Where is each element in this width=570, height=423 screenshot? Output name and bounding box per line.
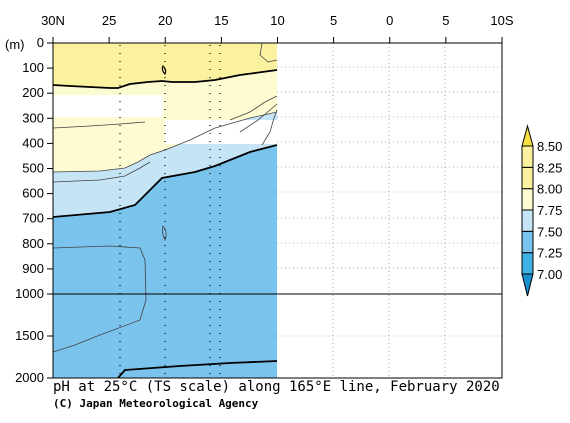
y-tick-label: 700 (22, 211, 44, 226)
contour-line (229, 95, 278, 121)
contour-line (259, 43, 278, 63)
colorbar-cap-bottom (521, 273, 534, 297)
contour-line (239, 103, 278, 133)
chart-title: pH at 25°C (TS scale) along 165°E line, … (53, 379, 500, 395)
grid-lines (277, 43, 502, 378)
colorbar-swatch (521, 166, 534, 190)
contour-line (53, 69, 278, 89)
colorbar-label: 7.25 (537, 246, 562, 261)
x-tick-label: 5 (442, 13, 449, 28)
colorbar-label: 7.75 (537, 203, 562, 218)
y-tick-label: 1500 (15, 328, 44, 343)
data-gap-upper (53, 95, 163, 117)
y-axis-unit-label: (m) (5, 37, 25, 52)
y-tick-label: 300 (22, 110, 44, 125)
x-ticks: 30N 25 20 15 10 5 0 5 10S (41, 13, 514, 43)
contour-line (161, 64, 167, 76)
y-ticks: 0 100 200 300 400 500 600 700 800 900 1000 1500 2000 (15, 35, 53, 385)
contour-line (261, 109, 278, 146)
chart-credit: (C) Japan Meteorological Agency (53, 397, 259, 410)
x-tick-label: 20 (158, 13, 172, 28)
y-tick-label: 200 (22, 85, 44, 100)
contour-line (117, 360, 278, 378)
colorbar-label: 7.50 (537, 224, 562, 239)
x-tick-label: 10 (270, 13, 284, 28)
contour-field (53, 43, 502, 378)
x-tick-label: 25 (102, 13, 116, 28)
colorbar-cap-top (521, 124, 534, 147)
colorbar-label: 8.25 (537, 160, 562, 175)
colorbar-swatch (521, 230, 534, 254)
x-tick-label: 0 (386, 13, 393, 28)
colorbar-swatch (521, 188, 534, 211)
colorbar-label: 8.00 (537, 182, 562, 197)
x-tick-label: 15 (214, 13, 228, 28)
y-tick-label: 500 (22, 161, 44, 176)
y-tick-label: 400 (22, 135, 44, 150)
y-tick-label: 0 (37, 35, 44, 50)
field-8-00-8-25 (53, 43, 277, 88)
colorbar-label: 7.00 (537, 267, 562, 282)
contour-line (53, 121, 146, 129)
colorbar-label: 8.50 (537, 139, 562, 154)
colorbar-swatch (521, 209, 534, 232)
y-tick-label: 900 (22, 261, 44, 276)
colorbar-swatch (521, 252, 534, 275)
y-tick-label: 2000 (15, 370, 44, 385)
x-tick-label: 10S (490, 13, 513, 28)
contour-line (53, 144, 278, 218)
y-tick-label: 800 (22, 236, 44, 251)
y-tick-label: 1000 (15, 286, 44, 301)
contour-line (53, 161, 151, 183)
contour-line (53, 111, 278, 173)
data-gap-lower (165, 120, 277, 144)
y-tick-label: 100 (22, 60, 44, 75)
y-tick-label: 600 (22, 186, 44, 201)
colorbar-swatch (521, 145, 534, 168)
x-tick-label: 5 (330, 13, 337, 28)
contour-line (53, 245, 147, 353)
x-tick-label: 30N (41, 13, 65, 28)
colorbar: 7.00 7.25 7.50 7.75 8.00 8.25 8.50 (521, 124, 562, 297)
